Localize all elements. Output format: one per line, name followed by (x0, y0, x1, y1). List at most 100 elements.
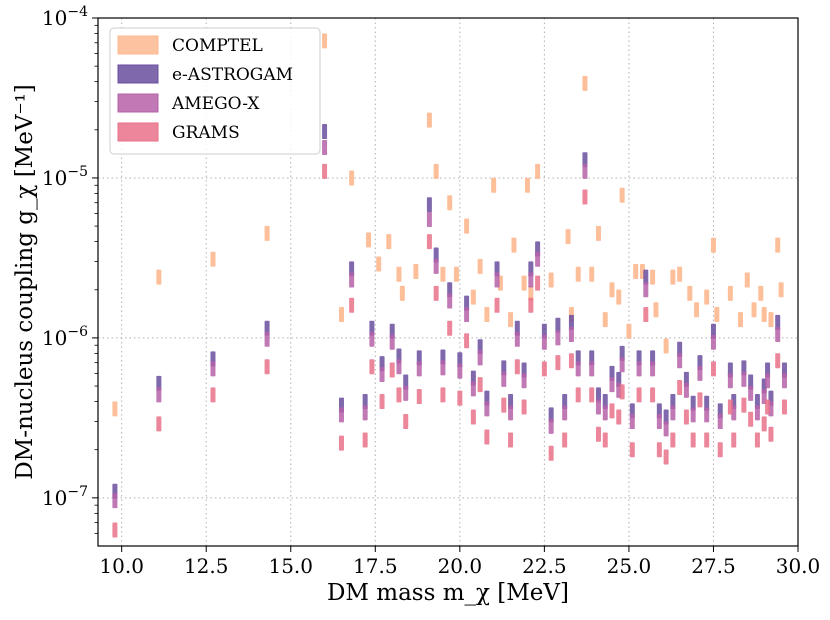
data-point (508, 312, 514, 328)
data-point (389, 334, 395, 350)
data-point (548, 407, 554, 423)
data-point (727, 399, 733, 415)
data-point (389, 362, 395, 378)
data-point (322, 33, 328, 49)
data-point (457, 352, 463, 368)
data-point (112, 522, 118, 538)
data-point (440, 266, 446, 282)
data-point (589, 361, 595, 377)
data-point (470, 409, 476, 425)
legend-label: GRAMS (172, 123, 240, 143)
data-point (775, 314, 781, 330)
data-point (396, 359, 402, 375)
data-point (595, 426, 601, 442)
data-point (677, 353, 683, 369)
data-point (541, 334, 547, 350)
data-point (636, 361, 642, 377)
data-point (565, 229, 571, 245)
data-point (484, 429, 490, 445)
data-point (413, 264, 419, 280)
data-point (464, 218, 470, 234)
series-grams (112, 163, 787, 538)
data-point (264, 225, 270, 241)
data-point (528, 285, 534, 301)
data-point (440, 387, 446, 403)
legend-label: e-ASTROGAM (172, 65, 293, 85)
data-point (464, 307, 470, 323)
data-point (555, 317, 561, 333)
data-point (731, 432, 737, 448)
data-point (595, 387, 601, 403)
x-tick-label: 20.0 (438, 554, 483, 578)
data-point (403, 385, 409, 401)
data-point (511, 237, 517, 253)
data-point (714, 307, 720, 323)
data-point (663, 449, 669, 465)
x-tick-label: 22.5 (522, 554, 567, 578)
data-point (470, 381, 476, 397)
data-point (582, 75, 588, 91)
data-point (609, 365, 615, 381)
data-point (710, 334, 716, 350)
data-point (399, 285, 405, 301)
data-point (643, 282, 649, 298)
data-point (210, 251, 216, 267)
legend-swatch (117, 122, 159, 142)
x-tick-label: 15.0 (268, 554, 313, 578)
data-point (535, 275, 541, 291)
data-point (683, 382, 689, 398)
y-tick-label: 10−4 (42, 4, 88, 30)
data-point (426, 211, 432, 227)
data-point (704, 395, 710, 411)
data-point (710, 361, 716, 377)
data-point (338, 407, 344, 423)
x-tick-label: 17.5 (353, 554, 398, 578)
data-point (595, 225, 601, 241)
data-point (338, 307, 344, 323)
data-point (322, 140, 328, 156)
data-point (464, 295, 470, 311)
data-point (322, 163, 328, 179)
data-point (727, 285, 733, 301)
data-point (650, 361, 656, 377)
y-axis-label: DM-nucleus coupling g_χ [MeV⁻¹] (12, 84, 38, 480)
data-point (528, 272, 534, 288)
data-point (349, 272, 355, 288)
data-point (629, 442, 635, 458)
data-point (781, 399, 787, 415)
data-point (761, 307, 767, 323)
data-point (156, 387, 162, 403)
data-point (670, 432, 676, 448)
data-point (781, 373, 787, 389)
data-point (677, 266, 683, 282)
data-point (494, 272, 500, 288)
data-point (568, 327, 574, 343)
y-tick-label: 10−6 (42, 324, 88, 350)
data-point (433, 247, 439, 263)
data-point (677, 341, 683, 357)
data-point (727, 373, 733, 389)
data-point (386, 234, 392, 250)
data-point (741, 360, 747, 376)
data-point (710, 237, 716, 253)
data-point (751, 302, 757, 318)
data-point (748, 374, 754, 390)
data-point (535, 251, 541, 267)
data-point (677, 379, 683, 395)
data-point (778, 282, 784, 298)
x-tick-label: 12.5 (184, 554, 229, 578)
data-point (403, 414, 409, 430)
data-point (426, 234, 432, 250)
data-point (741, 397, 747, 413)
data-point (765, 399, 771, 415)
data-point (768, 312, 774, 328)
data-point (210, 361, 216, 377)
data-point (548, 272, 554, 288)
data-point (575, 361, 581, 377)
data-point (494, 297, 500, 313)
data-point (426, 112, 432, 128)
data-point (379, 367, 385, 383)
data-point (264, 331, 270, 347)
data-point (535, 163, 541, 179)
